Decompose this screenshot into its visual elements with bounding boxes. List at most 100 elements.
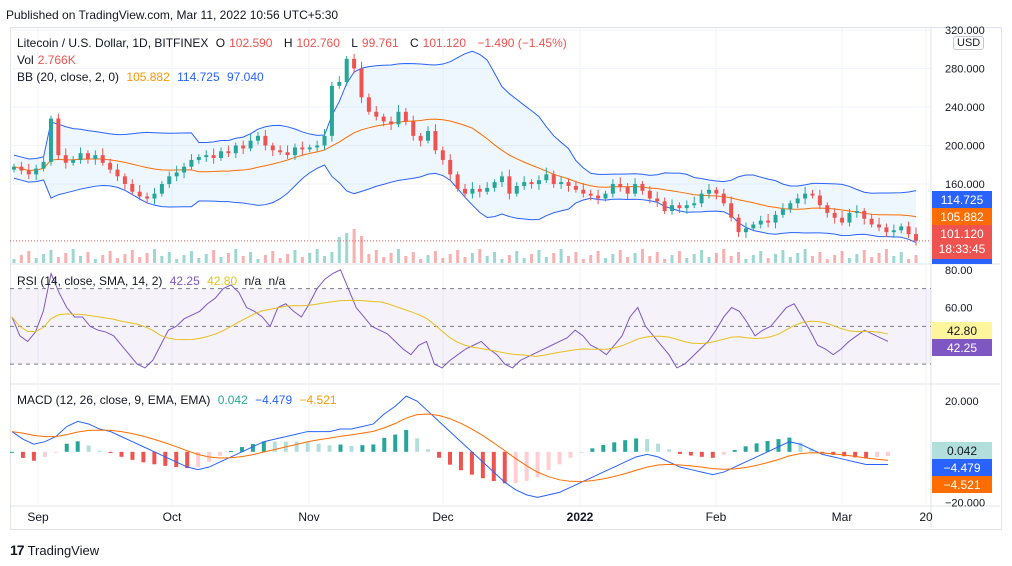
candle-body bbox=[374, 111, 379, 117]
candle-body bbox=[869, 218, 874, 225]
volume-label: Vol bbox=[17, 53, 34, 67]
volume-bar bbox=[892, 256, 896, 263]
volume-bar bbox=[337, 237, 341, 263]
time-tick-label: Oct bbox=[163, 510, 182, 524]
volume-bar bbox=[781, 250, 785, 263]
macd-histogram-bar bbox=[31, 451, 36, 461]
candle-body bbox=[884, 227, 889, 233]
low-label: L bbox=[351, 36, 358, 50]
candle-body bbox=[211, 155, 216, 159]
volume-bar bbox=[655, 252, 659, 263]
volume-bar bbox=[448, 254, 452, 263]
volume-bar bbox=[101, 255, 105, 263]
volume-bar bbox=[426, 255, 430, 263]
candle-body bbox=[226, 151, 231, 154]
open-label: O bbox=[215, 36, 226, 50]
volume-bar bbox=[419, 259, 423, 263]
volume-bar bbox=[552, 253, 556, 263]
volume-bar bbox=[145, 253, 149, 263]
candle-body bbox=[63, 155, 68, 163]
candle-body bbox=[906, 226, 911, 235]
macd-histogram-bar bbox=[765, 441, 770, 452]
volume-bar bbox=[803, 249, 807, 263]
high-value: 102.760 bbox=[296, 36, 340, 50]
macd-histogram-bar bbox=[458, 451, 463, 471]
candle-body bbox=[788, 203, 793, 210]
last-price-tag: 101.120 bbox=[940, 227, 984, 241]
macd-histogram-bar bbox=[568, 451, 573, 458]
volume-bar bbox=[810, 256, 814, 263]
candle-body bbox=[115, 169, 120, 177]
candle-body bbox=[670, 205, 675, 211]
volume-bar bbox=[404, 256, 408, 263]
candle-body bbox=[758, 220, 763, 225]
time-tick-label: Feb bbox=[706, 510, 727, 524]
candle-body bbox=[359, 68, 364, 98]
candle-body bbox=[285, 152, 290, 156]
currency-button[interactable]: USD bbox=[953, 36, 985, 50]
volume-bar bbox=[323, 256, 327, 263]
candle-body bbox=[300, 147, 305, 150]
candle-body bbox=[108, 162, 113, 170]
volume-bar bbox=[507, 255, 511, 263]
macd-histogram-bar bbox=[316, 443, 321, 452]
macd-histogram-bar bbox=[174, 451, 179, 468]
candle-body bbox=[233, 145, 238, 154]
macd-histogram-bar bbox=[152, 451, 157, 465]
macd-histogram-bar bbox=[448, 451, 452, 465]
macd-histogram-bar bbox=[437, 451, 442, 458]
macd-histogram-bar bbox=[108, 451, 113, 454]
volume-bar bbox=[189, 251, 193, 263]
volume-bar bbox=[234, 249, 238, 263]
volume-bar bbox=[493, 252, 497, 263]
volume-bar bbox=[855, 254, 859, 263]
time-tick-label: Dec bbox=[432, 510, 453, 524]
volume-bar bbox=[714, 253, 718, 263]
macd-histogram-bar bbox=[623, 440, 628, 452]
candle-body bbox=[167, 176, 172, 185]
candle-body bbox=[862, 210, 867, 219]
volume-bar bbox=[737, 252, 741, 263]
volume-bar bbox=[544, 257, 548, 263]
candle-body bbox=[19, 166, 24, 171]
volume-bar bbox=[840, 251, 844, 263]
macd-histogram-bar bbox=[53, 451, 58, 453]
price-tick-label: 320.000 bbox=[945, 25, 985, 37]
volume-bar bbox=[116, 258, 120, 263]
macd-histogram-bar bbox=[86, 445, 91, 452]
candle-body bbox=[248, 140, 253, 149]
macd-histogram-bar bbox=[415, 438, 420, 452]
candle-body bbox=[263, 135, 268, 146]
candle-body bbox=[204, 155, 209, 158]
candle-body bbox=[877, 224, 882, 228]
symbol-name: Litecoin / U.S. Dollar, 1D, BITFINEX bbox=[17, 36, 209, 50]
macd-histogram-bar bbox=[721, 451, 726, 455]
volume-bar bbox=[796, 253, 800, 263]
volume-bar bbox=[463, 257, 467, 263]
close-label: C bbox=[409, 36, 419, 50]
macd-histogram-bar bbox=[338, 444, 343, 452]
macd-histogram-bar bbox=[502, 451, 507, 484]
macd-histogram-bar bbox=[261, 441, 266, 452]
candle-body bbox=[544, 174, 549, 181]
bb-basis-value: 105.882 bbox=[126, 70, 170, 84]
macd-histogram-bar bbox=[305, 441, 310, 452]
macd-histogram-bar bbox=[743, 446, 748, 452]
macd-histogram-bar bbox=[97, 450, 102, 452]
volume-bar bbox=[34, 258, 38, 263]
symbol-legend: Litecoin / U.S. Dollar, 1D, BITFINEX O 10… bbox=[17, 36, 571, 50]
candle-body bbox=[743, 228, 748, 233]
time-tick-label: Mar bbox=[832, 510, 853, 524]
footer-brand[interactable]: 17 TradingView bbox=[10, 542, 99, 558]
candle-body bbox=[603, 193, 608, 199]
candle-body bbox=[196, 157, 201, 160]
candle-body bbox=[596, 195, 601, 199]
candle-body bbox=[241, 145, 246, 149]
rsi-na-1: n/a bbox=[244, 274, 262, 288]
volume-bar bbox=[788, 257, 792, 263]
candle-body bbox=[219, 151, 224, 159]
rsi-line bbox=[11, 269, 889, 369]
volume-bar bbox=[300, 257, 304, 263]
candle-body bbox=[440, 150, 445, 160]
